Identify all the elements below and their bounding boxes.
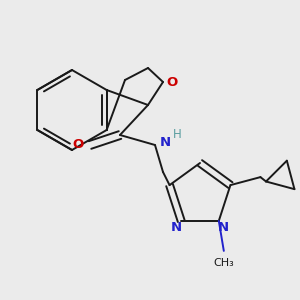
Text: N: N (171, 221, 182, 234)
Text: N: N (159, 136, 171, 149)
Text: H: H (172, 128, 182, 142)
Text: O: O (167, 76, 178, 88)
Text: CH₃: CH₃ (213, 258, 234, 268)
Text: N: N (218, 221, 230, 234)
Text: O: O (72, 139, 84, 152)
